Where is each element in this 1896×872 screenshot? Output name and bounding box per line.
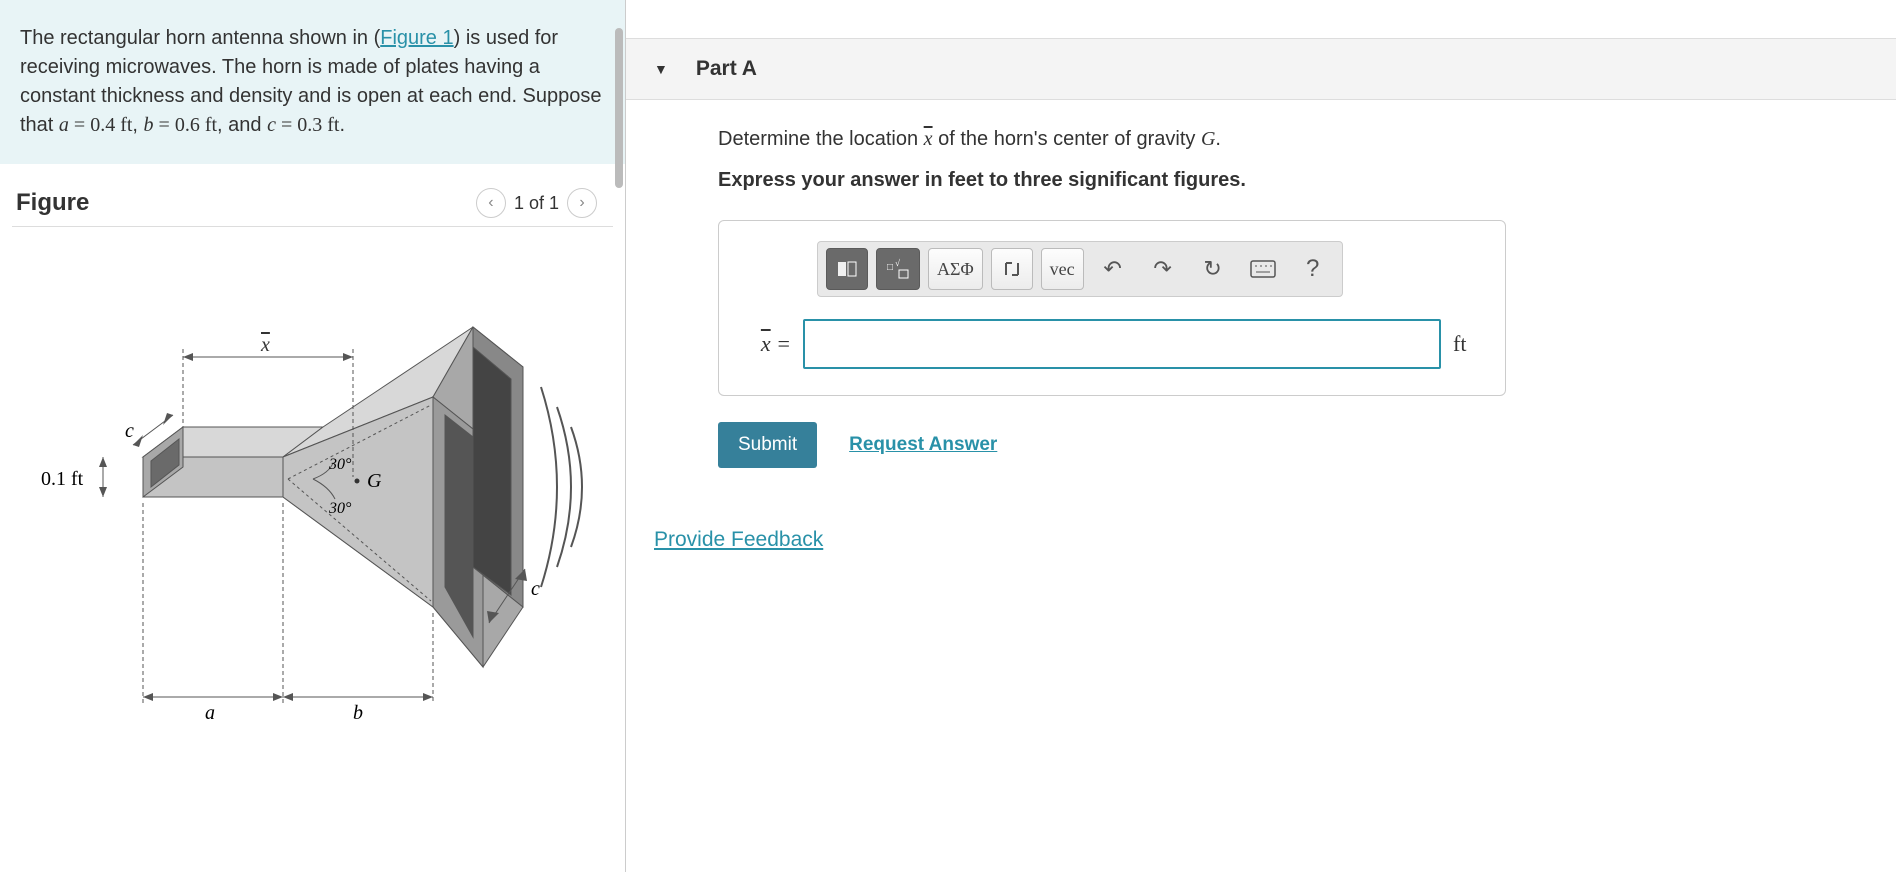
label-c2: c xyxy=(531,578,540,600)
figure-next-button[interactable]: › xyxy=(567,188,597,218)
figure-image: x c 0.1 ft 30° 30° G xyxy=(0,227,625,747)
equation-toolbar: □√ ΑΣΦ vec ↶ ↷ ↻ ? xyxy=(817,241,1343,297)
request-answer-link[interactable]: Request Answer xyxy=(849,434,997,456)
eq-a: = 0.4 xyxy=(69,114,120,136)
right-panel: ▼ Part A Determine the location x of the… xyxy=(626,0,1896,872)
part-title: Part A xyxy=(696,57,757,81)
feedback-row: Provide Feedback xyxy=(654,528,1896,552)
scrollbar-indicator[interactable] xyxy=(615,28,623,188)
keyboard-button[interactable] xyxy=(1242,248,1284,290)
label-g: G xyxy=(367,470,382,492)
answer-box: □√ ΑΣΦ vec ↶ ↷ ↻ ? x = xyxy=(718,220,1506,396)
figure-prev-button[interactable]: ‹ xyxy=(476,188,506,218)
answer-row: x = ft xyxy=(741,319,1483,369)
help-button[interactable]: ? xyxy=(1292,248,1334,290)
figure-page-label: 1 of 1 xyxy=(514,193,559,214)
fraction-button[interactable]: □√ xyxy=(876,248,920,290)
eq-b: = 0.6 xyxy=(154,114,205,136)
actions: Submit Request Answer xyxy=(718,422,1856,468)
var-g: G xyxy=(1201,128,1215,150)
label-ang2: 30° xyxy=(328,500,352,517)
svg-text:√: √ xyxy=(895,258,900,268)
sep: , xyxy=(132,114,143,136)
var-b: b xyxy=(144,114,154,136)
end: . xyxy=(339,114,345,136)
label-b: b xyxy=(353,702,363,724)
prompt: Determine the location x of the horn's c… xyxy=(718,128,1856,151)
unit-a: ft xyxy=(120,114,132,136)
subscript-button[interactable] xyxy=(991,248,1033,290)
templates-button[interactable] xyxy=(826,248,868,290)
label-c1: c xyxy=(125,420,134,442)
collapse-icon[interactable]: ▼ xyxy=(654,61,668,77)
label-height: 0.1 ft xyxy=(41,468,84,490)
submit-button[interactable]: Submit xyxy=(718,422,817,468)
unit-c: ft xyxy=(327,114,339,136)
svg-text:□: □ xyxy=(887,262,893,273)
undo-button[interactable]: ↶ xyxy=(1092,248,1134,290)
left-panel: The rectangular horn antenna shown in (F… xyxy=(0,0,626,872)
label-xbar: x xyxy=(260,334,270,356)
figure-link[interactable]: Figure 1 xyxy=(380,27,453,49)
part-header[interactable]: ▼ Part A xyxy=(626,38,1896,100)
unit-b: ft xyxy=(205,114,217,136)
var-xbar: x xyxy=(924,128,933,150)
problem-text: The rectangular horn antenna shown in ( xyxy=(20,27,380,49)
sep: , and xyxy=(217,114,267,136)
provide-feedback-link[interactable]: Provide Feedback xyxy=(654,528,823,551)
var-a: a xyxy=(59,114,69,136)
figure-title: Figure xyxy=(16,189,89,217)
answer-label: x = xyxy=(741,331,791,357)
var-c: c xyxy=(267,114,276,136)
label-ang1: 30° xyxy=(328,456,352,473)
label-a: a xyxy=(205,702,215,724)
reset-button[interactable]: ↻ xyxy=(1192,248,1234,290)
instruction: Express your answer in feet to three sig… xyxy=(718,169,1856,192)
figure-header: Figure ‹ 1 of 1 › xyxy=(12,164,613,227)
vec-button[interactable]: vec xyxy=(1041,248,1084,290)
answer-input[interactable] xyxy=(803,319,1441,369)
greek-button[interactable]: ΑΣΦ xyxy=(928,248,983,290)
redo-button[interactable]: ↷ xyxy=(1142,248,1184,290)
answer-unit: ft xyxy=(1453,331,1483,357)
figure-pager: ‹ 1 of 1 › xyxy=(476,188,597,218)
eq-c: = 0.3 xyxy=(276,114,327,136)
part-body: Determine the location x of the horn's c… xyxy=(626,100,1896,468)
problem-statement: The rectangular horn antenna shown in (F… xyxy=(0,0,625,164)
